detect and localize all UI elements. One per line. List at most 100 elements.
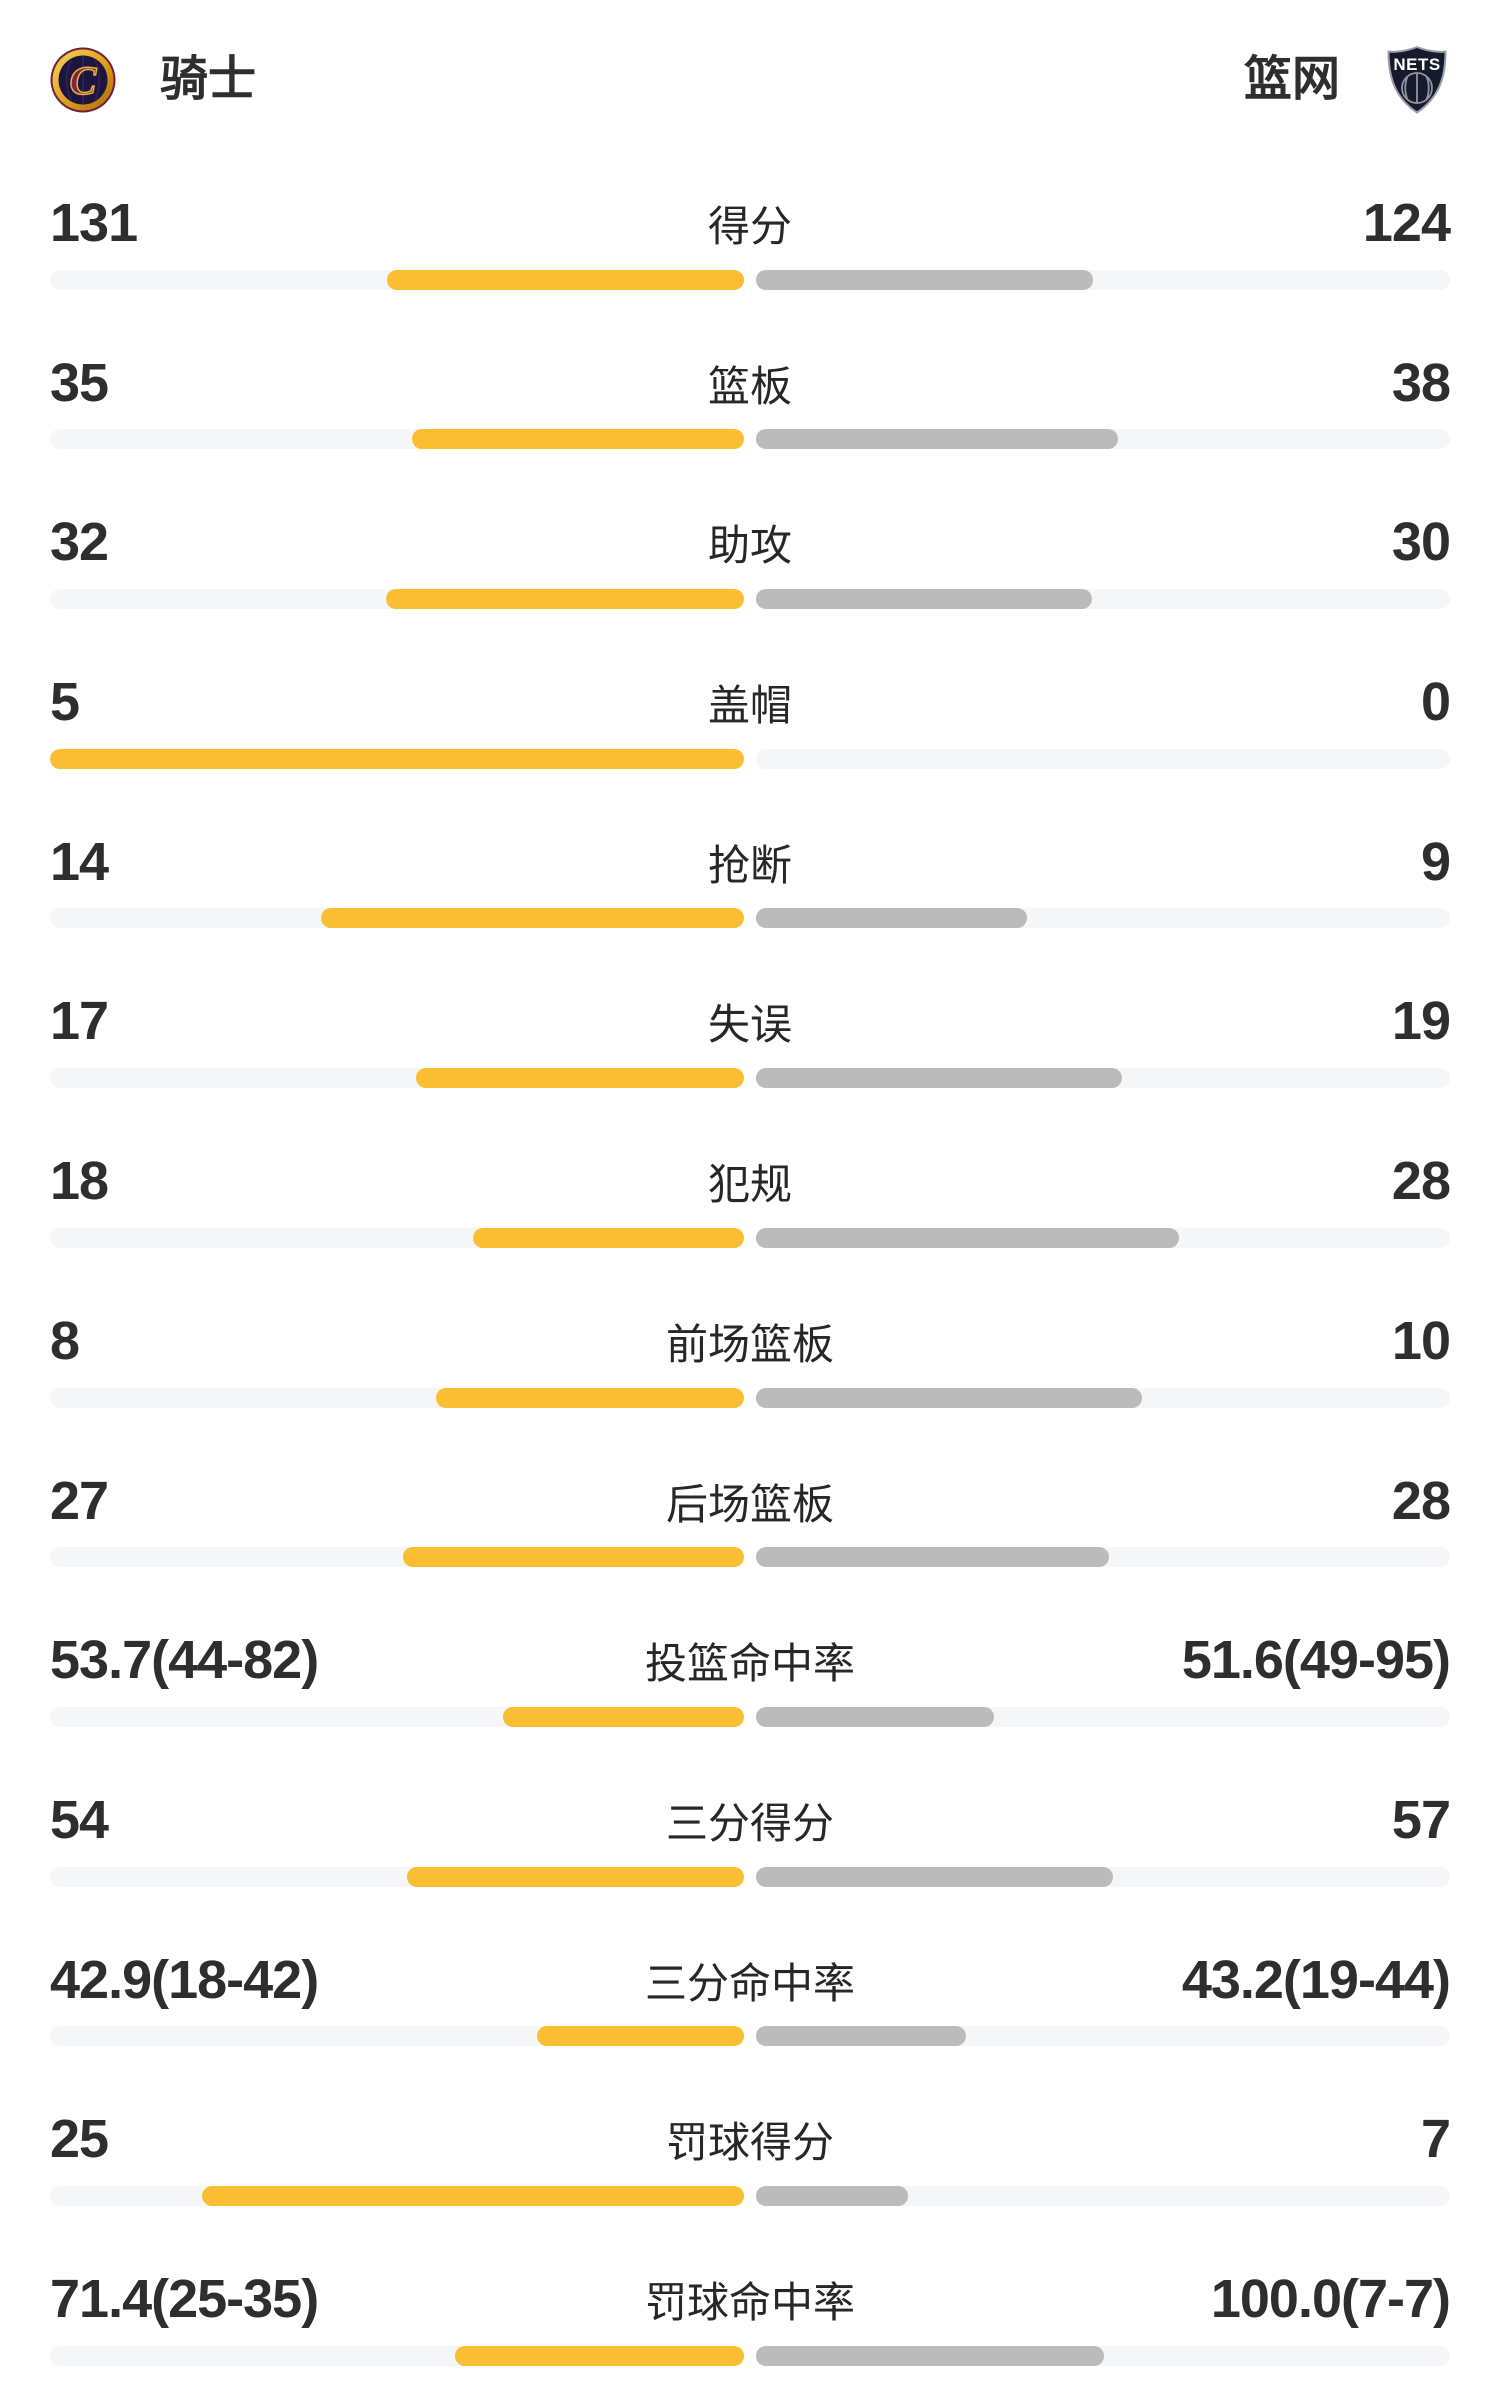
stat-row-bars <box>50 1387 1450 1408</box>
stat-label: 投篮命中率 <box>644 1640 855 1688</box>
stat-row-text: 18 犯规 28 <box>50 1151 1451 1212</box>
stat-label: 犯规 <box>707 1161 792 1209</box>
home-bar-fill <box>321 908 744 929</box>
stat-row-bars <box>50 429 1450 450</box>
stat-row-bars <box>50 1706 1450 1727</box>
away-bar-track <box>756 1866 1450 1887</box>
home-value: 131 <box>50 193 138 253</box>
stat-row-bars <box>50 2026 1450 2047</box>
home-value: 53.7(44-82) <box>50 1630 319 1691</box>
away-value: 38 <box>1391 352 1451 413</box>
stat-label: 抢断 <box>707 841 792 889</box>
home-bar-track <box>50 2185 744 2206</box>
stat-row-text: 14 抢断 9 <box>50 831 1451 892</box>
home-value: 18 <box>50 1151 109 1212</box>
away-bar-fill <box>756 1547 1110 1568</box>
stat-row: 32 助攻 30 <box>50 512 1451 610</box>
stat-row-text: 17 失误 19 <box>50 991 1451 1052</box>
stat-row-bars <box>50 908 1450 929</box>
stat-row-text: 42.9(18-42) 三分命中率 43.2(19-44) <box>50 1951 1451 2009</box>
away-bar-track <box>756 269 1450 290</box>
stat-row: 71.4(25-35) 罚球命中率 100.0(7-7) <box>50 2268 1451 2366</box>
home-bar-track <box>50 2345 744 2366</box>
away-value: 100.0(7-7) <box>1210 2268 1451 2329</box>
away-value: 51.6(49-95) <box>1181 1630 1451 1691</box>
home-bar-fill <box>502 1706 744 1727</box>
stat-row-text: 35 篮板 38 <box>50 352 1451 413</box>
away-bar-track <box>756 748 1450 769</box>
home-bar-fill <box>385 589 744 610</box>
away-value: 30 <box>1391 512 1451 573</box>
stat-label: 前场篮板 <box>665 1320 834 1368</box>
away-bar-fill <box>756 269 1094 290</box>
home-bar-fill <box>435 1387 744 1408</box>
away-value: 7 <box>1420 2109 1451 2170</box>
home-bar-track <box>50 1227 744 1248</box>
cavaliers-logo-icon: C <box>50 47 116 113</box>
home-bar-track <box>50 908 744 929</box>
stat-label: 三分命中率 <box>644 1959 855 2007</box>
stat-label: 罚球命中率 <box>644 2278 855 2326</box>
home-bar-track <box>50 1547 744 1568</box>
away-bar-track <box>756 1387 1450 1408</box>
stat-row-bars <box>50 1547 1450 1568</box>
away-bar-fill <box>756 2185 908 2206</box>
home-value: 5 <box>50 672 80 733</box>
stat-label: 篮板 <box>707 362 792 410</box>
home-bar-fill <box>50 748 744 769</box>
away-bar-fill <box>756 1866 1113 1887</box>
away-bar-fill <box>756 1227 1179 1248</box>
away-bar-track <box>756 2345 1450 2366</box>
home-value: 35 <box>50 352 109 413</box>
away-bar-fill <box>756 2345 1104 2366</box>
stat-label: 失误 <box>707 1001 792 1049</box>
stat-row: 25 罚球得分 7 <box>50 2109 1451 2206</box>
stat-row-bars <box>50 1068 1450 1089</box>
away-bar-track <box>756 429 1450 450</box>
home-bar-track <box>50 1706 744 1727</box>
nets-logo-icon: NETS <box>1387 45 1447 114</box>
home-value: 8 <box>50 1310 80 1371</box>
home-bar-track <box>50 2026 744 2047</box>
away-bar-track <box>756 1068 1450 1089</box>
away-bar-fill <box>756 589 1092 610</box>
away-bar-fill <box>756 1706 995 1727</box>
stat-row-bars <box>50 2185 1450 2206</box>
stat-row: 54 三分得分 57 <box>50 1789 1451 1887</box>
stat-row: 131 得分 124 <box>50 193 1451 290</box>
teams-header: C 骑士 篮网 NETS <box>50 45 1450 115</box>
home-bar-track <box>50 748 744 769</box>
home-bar-track <box>50 429 744 450</box>
home-bar-fill <box>411 429 744 450</box>
stat-row-text: 53.7(44-82) 投篮命中率 51.6(49-95) <box>50 1630 1451 1691</box>
stat-label: 得分 <box>707 203 792 250</box>
stat-row-text: 5 盖帽 0 <box>50 672 1451 733</box>
stat-row-bars <box>50 1227 1450 1248</box>
home-value: 14 <box>50 831 109 892</box>
stat-label: 盖帽 <box>707 682 792 730</box>
home-bar-track <box>50 1866 744 1887</box>
stat-label: 助攻 <box>707 522 792 570</box>
stat-row-bars <box>50 1866 1450 1887</box>
home-value: 54 <box>50 1789 109 1850</box>
stat-row-text: 8 前场篮板 10 <box>50 1310 1451 1371</box>
stat-rows-list: 131 得分 124 35 篮板 38 <box>50 193 1451 2366</box>
away-value: 28 <box>1391 1470 1451 1531</box>
away-value: 9 <box>1420 831 1451 892</box>
stat-row: 53.7(44-82) 投篮命中率 51.6(49-95) <box>50 1630 1451 1727</box>
away-team-name: 篮网 <box>1243 53 1340 106</box>
stat-label: 后场篮板 <box>665 1480 834 1528</box>
home-team-name: 骑士 <box>160 53 257 106</box>
home-bar-fill <box>536 2026 744 2047</box>
away-bar-track <box>756 2185 1450 2206</box>
stat-row-bars <box>50 748 1450 769</box>
away-bar-track <box>756 908 1450 929</box>
home-team: C 骑士 <box>50 47 256 113</box>
stat-row-text: 25 罚球得分 7 <box>50 2109 1451 2170</box>
stat-row: 35 篮板 38 <box>50 352 1451 450</box>
home-value: 17 <box>50 991 109 1052</box>
home-bar-track <box>50 269 744 290</box>
away-value: 10 <box>1391 1310 1451 1371</box>
away-bar-track <box>756 2026 1450 2047</box>
home-bar-fill <box>387 269 744 290</box>
